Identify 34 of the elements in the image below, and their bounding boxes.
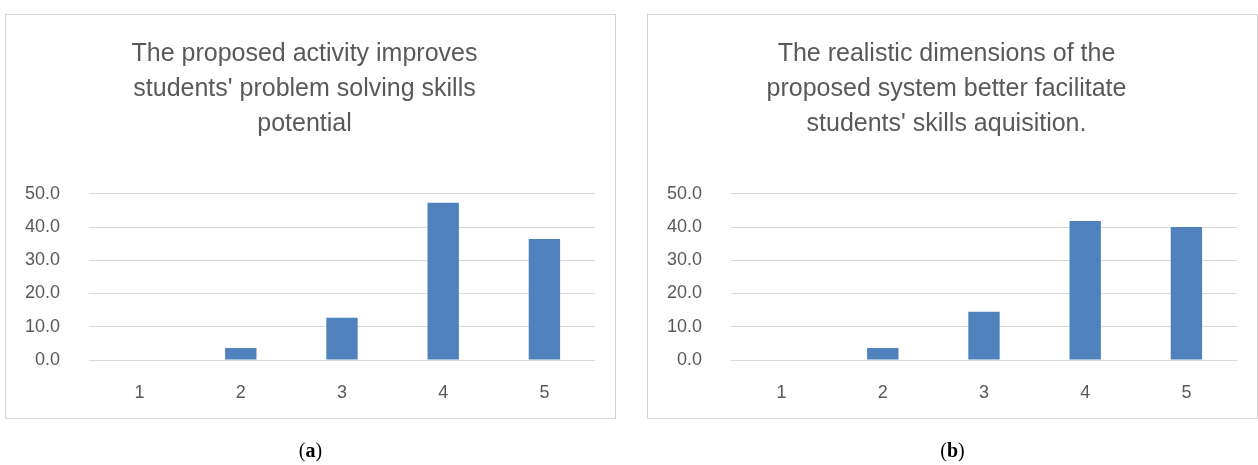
y-tick-label: 20.0 [666,282,702,303]
bar [528,239,561,360]
y-tick-label: 10.0 [666,315,702,336]
x-tick-label: 3 [978,381,990,402]
y-tick-label: 50.0 [666,182,702,203]
y-tick-label: 10.0 [24,315,60,336]
x-tick-label: 1 [776,381,787,402]
bar [968,311,1000,360]
y-tick-label: 30.0 [24,249,60,270]
y-tick-label: 20.0 [24,282,60,303]
chart-title: The realistic dimensions of the proposed system better facilitate students' skills aquisition. [765,37,1128,138]
x-tick-label: 3 [336,381,348,402]
y-tick-label: 40.0 [666,216,702,237]
x-tick-label: 2 [235,381,246,402]
text: (b) [940,439,965,461]
y-tick-label: 30.0 [666,249,702,270]
y-tick-label: 50.0 [24,182,60,203]
bar [1170,227,1203,360]
y-tick-label: 40.0 [24,216,60,237]
x-tick-label: 4 [438,381,449,402]
bar [1069,221,1101,360]
bar [326,317,358,360]
x-tick-label: 4 [1080,381,1091,402]
chart-title: The proposed activity improves students' problem solving skills potential [130,37,479,138]
bar [867,348,899,360]
y-tick-label: 0.0 [676,348,702,369]
bar [427,202,459,360]
x-tick-label: 5 [539,381,550,402]
text: (a) [298,439,323,461]
x-tick-label: 1 [134,381,145,402]
x-tick-label: 5 [1181,381,1192,402]
y-tick-label: 0.0 [34,348,60,369]
bar [225,348,257,360]
x-tick-label: 2 [877,381,888,402]
